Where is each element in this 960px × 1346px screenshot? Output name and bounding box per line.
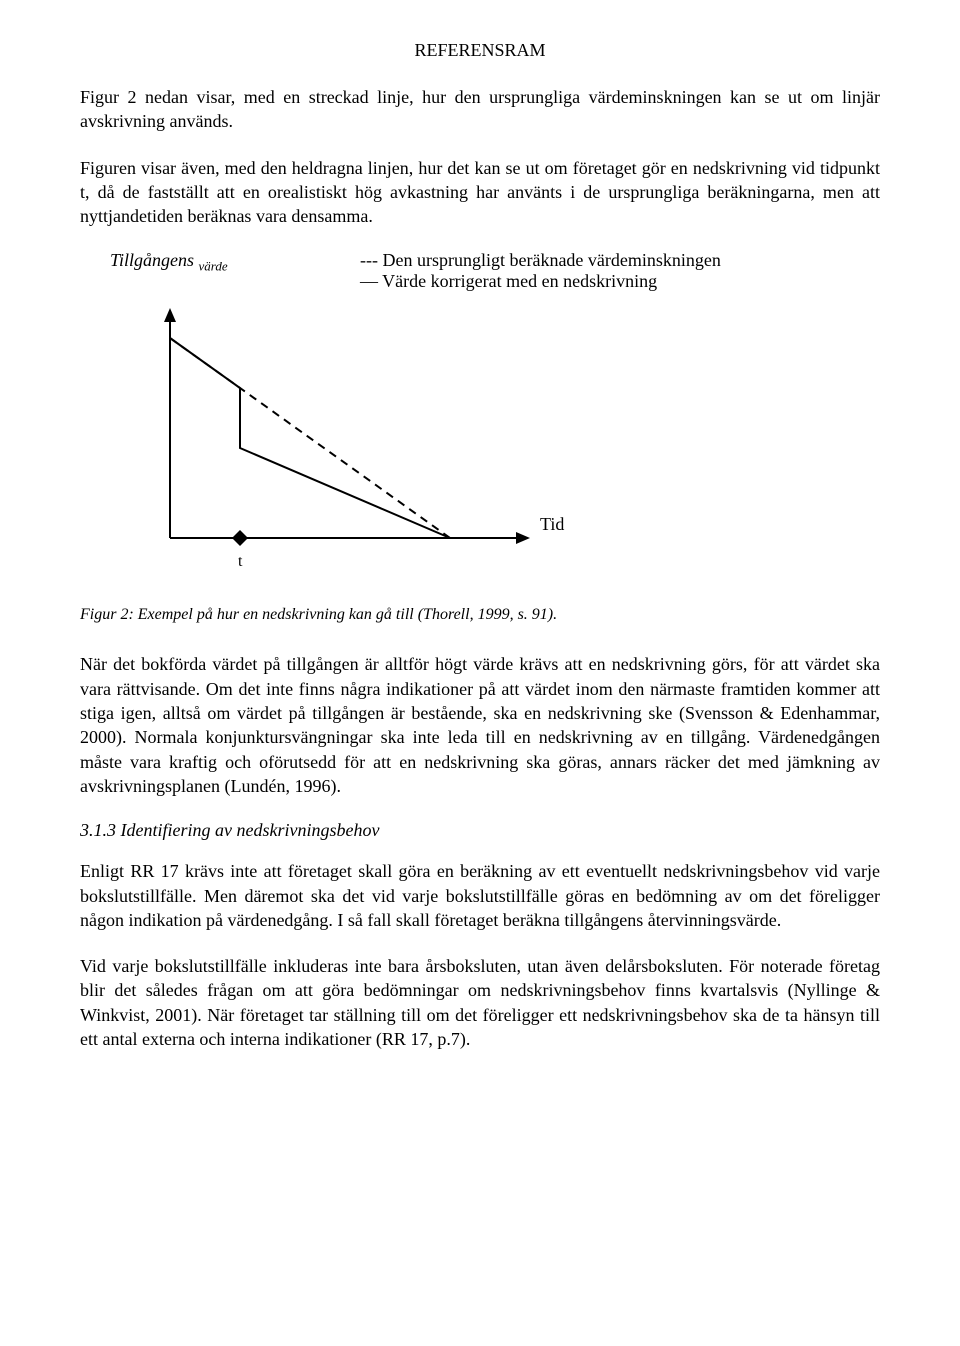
y-axis-label-main: Tillgångens xyxy=(110,250,194,270)
figure-2: Tillgångens värde --- Den ursprungligt b… xyxy=(80,250,880,588)
intro-paragraph-2: Figuren visar även, med den heldragna li… xyxy=(80,156,880,229)
y-axis-arrow-icon xyxy=(164,308,176,322)
figure-legend: Tillgångens värde --- Den ursprungligt b… xyxy=(80,250,880,292)
y-axis-label-sub: värde xyxy=(199,259,228,274)
page-header: REFERENSRAM xyxy=(80,40,880,61)
body-paragraph-4: Enligt RR 17 krävs inte att företaget sk… xyxy=(80,859,880,932)
tid-label: Tid xyxy=(540,514,564,534)
body-paragraph-5: Vid varje bokslutstillfälle inkluderas i… xyxy=(80,954,880,1051)
section-heading: 3.1.3 Identifiering av nedskrivningsbeho… xyxy=(80,820,880,841)
t-marker-icon xyxy=(232,530,248,546)
page: REFERENSRAM Figur 2 nedan visar, med en … xyxy=(0,0,960,1133)
chart-svg: t Tid xyxy=(120,298,640,588)
intro-paragraph-1: Figur 2 nedan visar, med en streckad lin… xyxy=(80,85,880,134)
x-axis-arrow-icon xyxy=(516,532,530,544)
y-axis-label: Tillgångens värde xyxy=(110,250,360,275)
header-title: REFERENSRAM xyxy=(414,40,545,60)
body-paragraph-3: När det bokförda värdet på tillgången är… xyxy=(80,652,880,798)
legend-dashed: --- Den ursprungligt beräknade värdemins… xyxy=(360,250,880,271)
legend-items: --- Den ursprungligt beräknade värdemins… xyxy=(360,250,880,292)
t-label: t xyxy=(238,553,243,570)
figure-caption: Figur 2: Exempel på hur en nedskrivning … xyxy=(80,606,880,624)
legend-solid: — Värde korrigerat med en nedskrivning xyxy=(360,271,880,292)
